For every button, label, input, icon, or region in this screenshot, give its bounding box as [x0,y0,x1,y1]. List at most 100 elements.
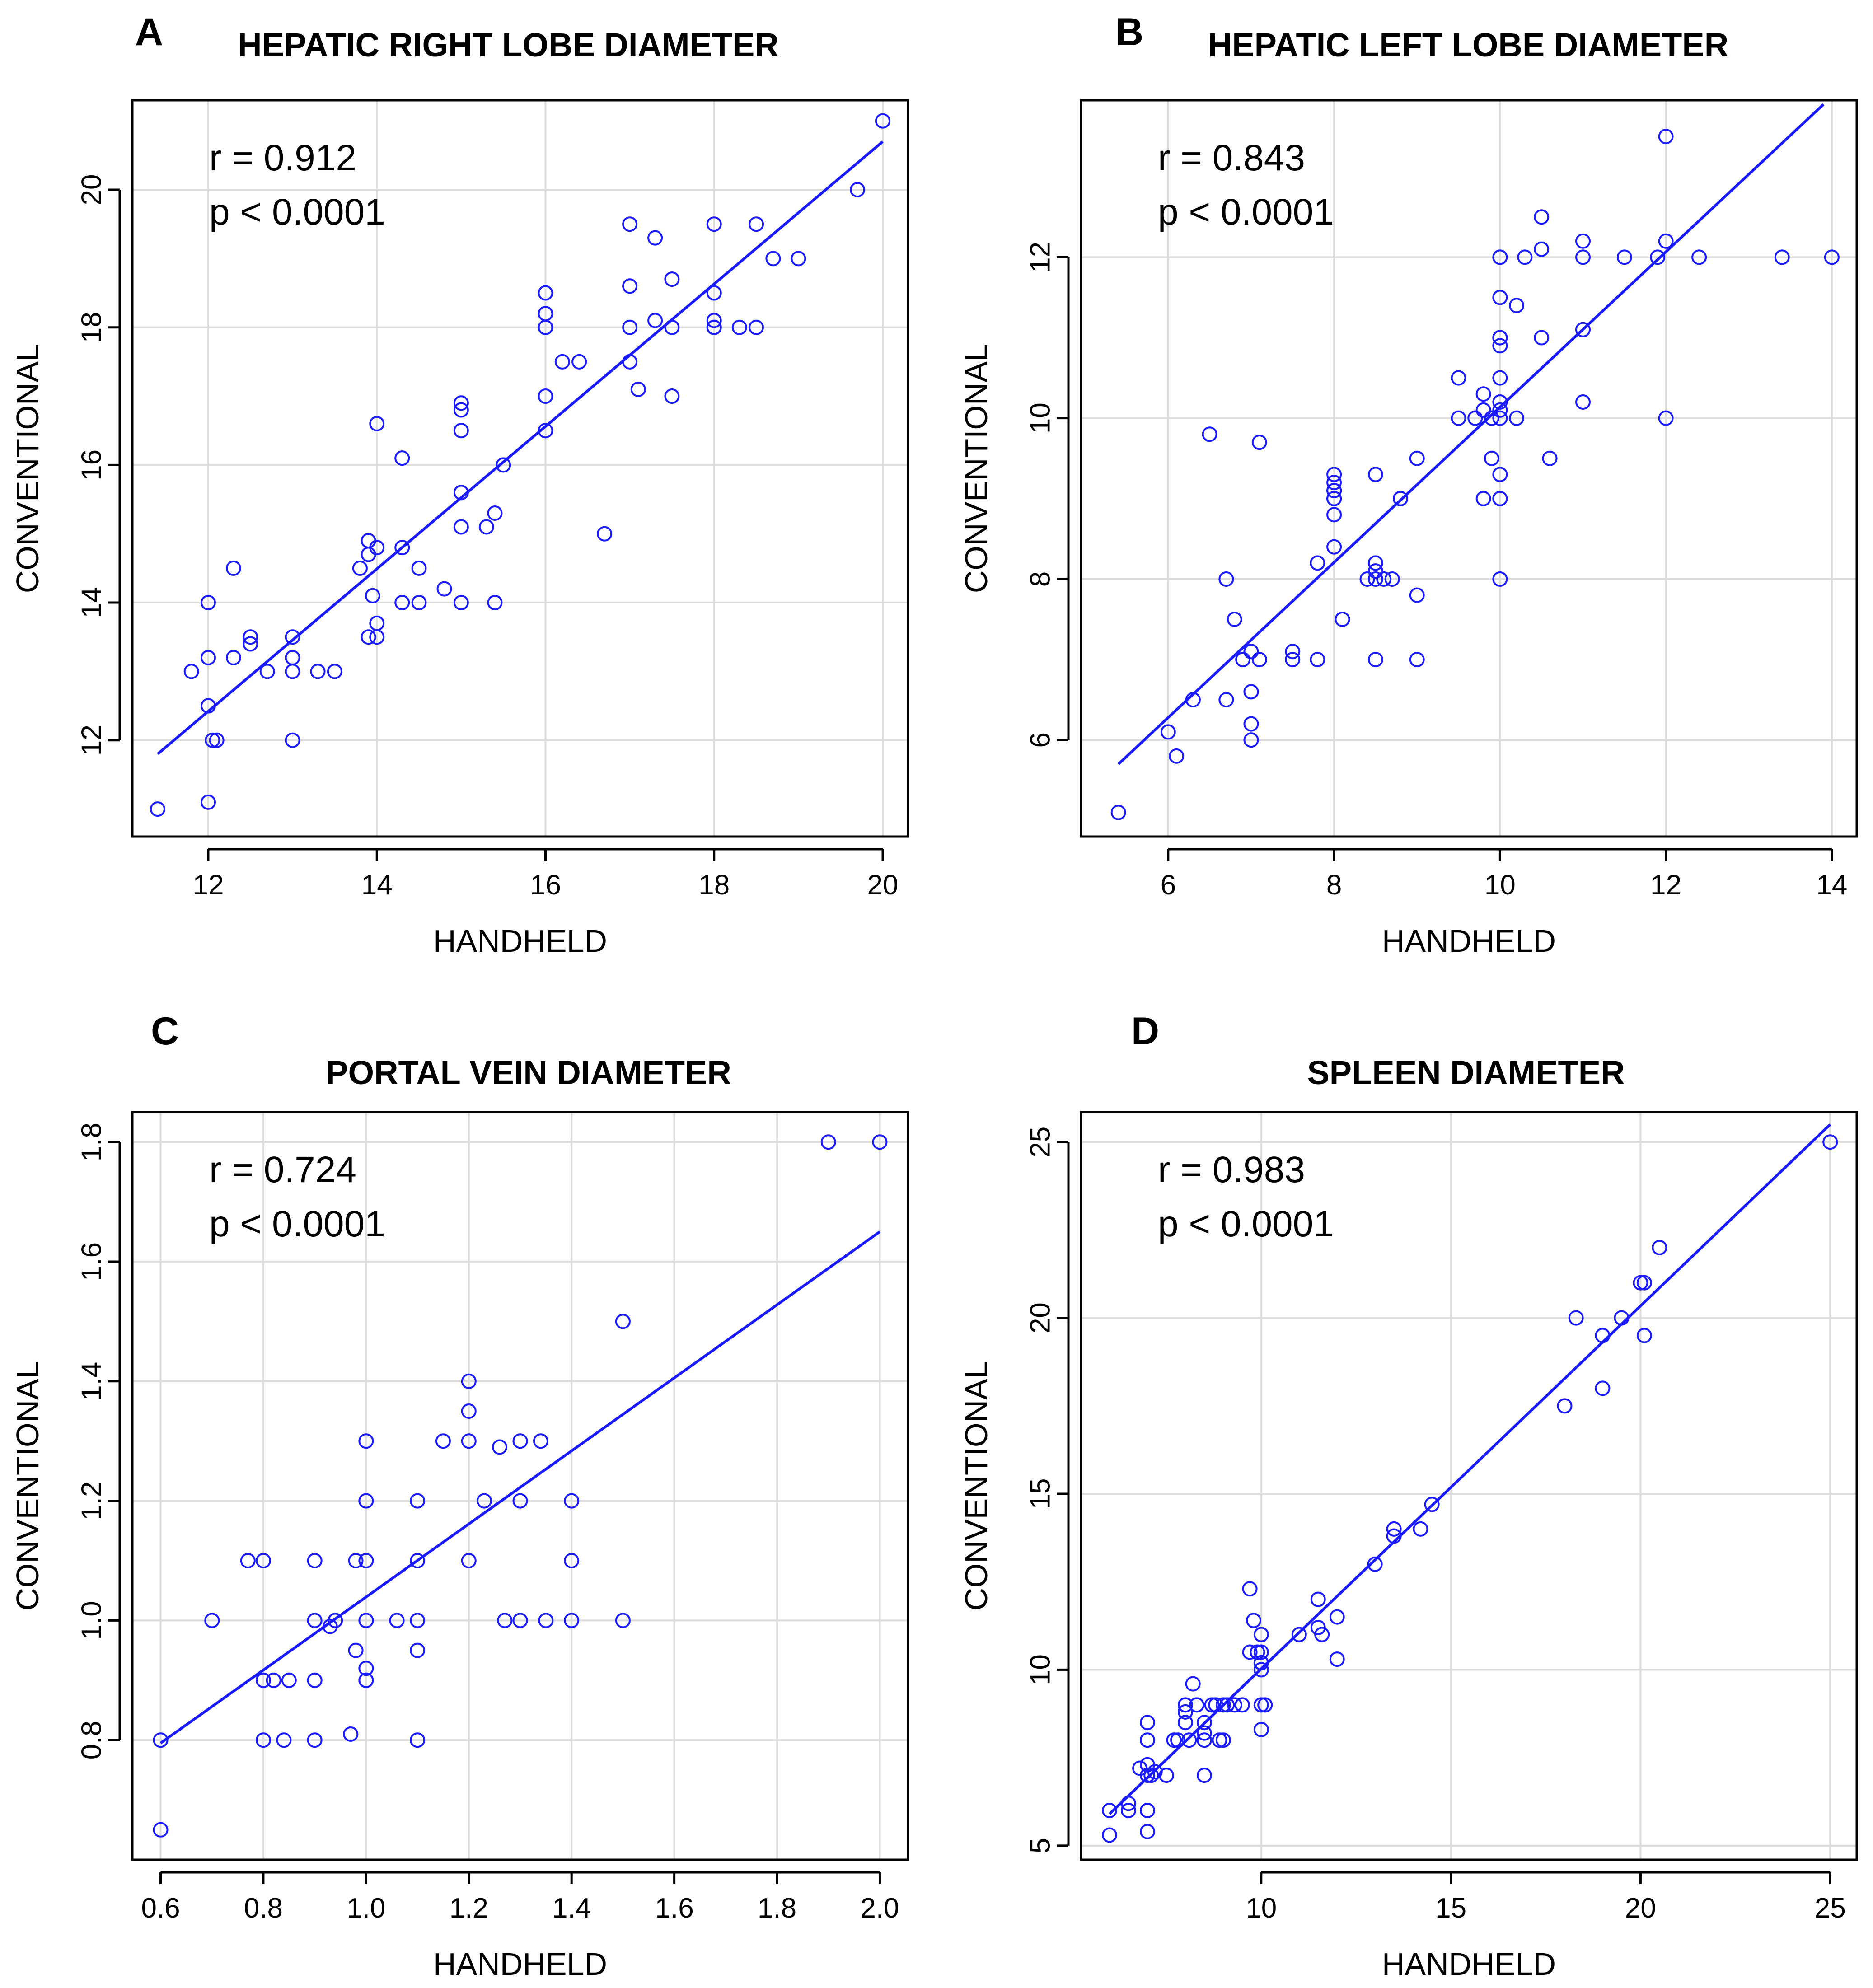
panel-b-x-tick-label: 6 [1161,870,1176,901]
panel-b-data-point [1367,563,1383,579]
panel-d-data-point [1219,1697,1235,1713]
panel-a-data-point [706,319,722,335]
panel-d-y-tick-label: 10 [1025,1654,1056,1685]
panel-d-data-point [1158,1768,1174,1783]
panel-b-data-point [1243,644,1259,660]
panel-c-data-point [328,1613,343,1628]
panel-a-data-point [453,595,469,611]
panel-d-x-tick-label: 10 [1246,1893,1277,1924]
panel-d-data-point [1139,1824,1155,1839]
panel-c-letter: C [151,1010,179,1053]
panel-d-data-point [1189,1697,1205,1713]
panel-a-data-point [200,595,216,611]
panel-a-data-point [285,650,300,665]
panel-b-data-point [1451,370,1466,386]
panel-b-data-point [1384,571,1400,587]
panel-d-data-point [1614,1310,1630,1326]
panel-b-data-point [1616,249,1632,265]
panel-c-data-point [512,1613,528,1628]
panel-c-data-point [512,1433,528,1449]
panel-b-data-point [1492,467,1508,482]
panel-c-data-point [358,1493,374,1509]
panel-b-data-point [1326,539,1342,555]
panel-b-data-point [1492,330,1508,346]
panel-c-y-tick-label: 1.6 [76,1242,108,1281]
panel-d-data-point [1636,1328,1652,1343]
panel-a-data-point [394,450,410,466]
panel-a-x-tick-label: 12 [192,870,224,901]
panel-b-data-point [1251,435,1267,450]
panel-c-data-point [307,1732,323,1748]
panel-d-data-point [1177,1704,1193,1720]
panel-b-data-point [1169,748,1185,764]
panel-b-data-point [1575,322,1591,337]
panel-b-data-point [1475,402,1491,418]
panel-c-data-point [348,1642,364,1658]
panel-b-data-point [1492,338,1508,354]
panel-b-data-point [1484,410,1499,426]
panel-b-data-point [1492,491,1508,506]
panel-a-data-point [622,216,638,232]
panel-b-data-point [1658,129,1674,145]
panel-a-data-point [487,595,503,611]
panel-b-data-point [1650,249,1666,265]
panel-d-data-point [1253,1721,1269,1737]
panel-c-data-point [204,1613,220,1628]
panel-d-data-point [1204,1697,1220,1713]
panel-c-x-tick-label: 1.8 [758,1893,796,1924]
panel-c-y-tick-label: 1.2 [76,1481,108,1520]
panel-b-data-point [1774,249,1790,265]
panel-c-data-point [358,1613,374,1628]
panel-d-x-tick-label: 20 [1625,1893,1656,1924]
panel-d-data-point [1557,1398,1573,1414]
panel-a-data-point [706,285,722,301]
panel-a-x-tick-label: 16 [530,870,561,901]
panel-d-data-point [1234,1697,1250,1713]
panel-a-data-point [538,319,553,335]
panel-b-data-point [1534,330,1550,346]
panel-b-data-point [1492,410,1508,426]
panel-b-data-point [1243,684,1259,700]
panel-c-data-point [410,1493,426,1509]
panel-a: 12 14 16 18 20 12 14 16 18 20 HANDHELD CONVENTIONAL… [10,10,909,959]
panel-b-data-point [1492,571,1508,587]
panel-a-data-point [369,416,385,431]
panel-a-data-point [875,113,891,129]
panel-c-data-point [410,1732,426,1748]
panel-a-x-tick-label: 20 [867,870,899,901]
panel-a-data-point [205,732,220,748]
panel-a-regression-line [157,140,884,755]
panel-c-data-point [358,1672,374,1688]
panel-a-y-tick-label: 20 [76,174,108,206]
panel-d-title: SPLEEN DIAMETER [1307,1054,1625,1091]
panel-b-data-point [1409,587,1425,603]
panel-a-data-point [597,526,613,542]
panel-d-x-tick-label: 25 [1815,1893,1846,1924]
panel-b: 6 8 10 12 14 6 8 10 12 HANDHELD CONVENTIONAL B HEPAT… [959,10,1858,959]
panel-d-y-axis-label: CONVENTIONAL [959,1361,994,1610]
panel-b-data-point [1359,571,1375,587]
panel-d-data-point [1367,1556,1383,1572]
panel-a-data-point [731,319,747,335]
panel-a-data-point [285,664,300,679]
panel-a-data-point [183,664,199,679]
panel-a-data-point [243,636,258,652]
panel-a-letter: A [135,10,163,54]
panel-d-data-point [1257,1697,1273,1713]
panel-c-x-axis-label: HANDHELD [433,1946,607,1982]
panel-d-data-point [1147,1764,1163,1780]
panel-b-data-point [1326,507,1342,523]
panel-c-data-point [872,1134,888,1150]
panel-d-data-point [1227,1697,1243,1713]
panel-b-data-point [1110,805,1126,820]
panel-b-plot-frame [1080,99,1858,838]
panel-c-data-point [255,1553,271,1568]
panel-d-data-point [1139,1715,1155,1731]
panel-d-data-point [1310,1591,1326,1607]
panel-a-data-point [453,402,469,418]
panel-c-data-point [512,1493,528,1509]
panel-c-y-tick-label: 1.4 [76,1362,108,1401]
panel-d-data-point [1242,1581,1258,1597]
panel-c-data-point [348,1553,364,1568]
